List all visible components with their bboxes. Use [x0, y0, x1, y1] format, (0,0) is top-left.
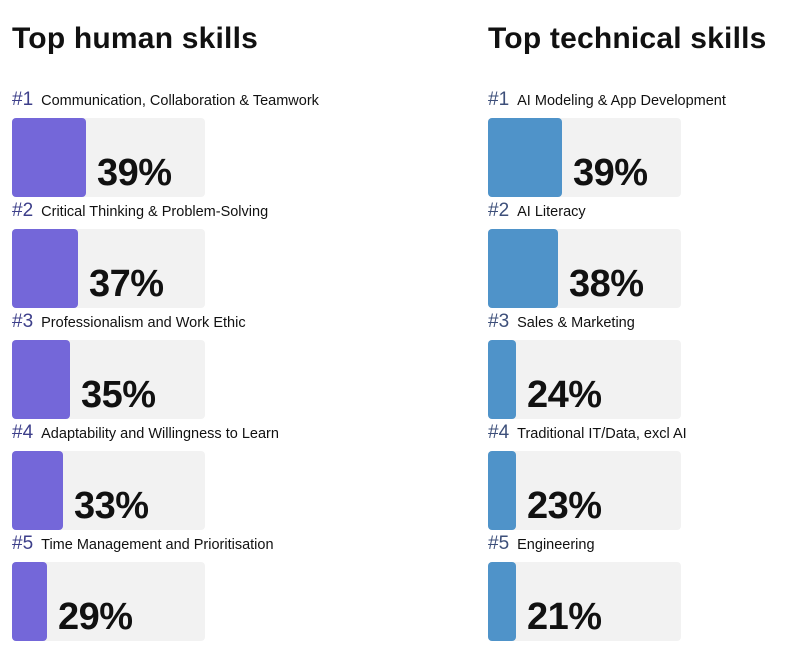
- bar-value-label: 39%: [97, 152, 172, 194]
- skill-label-line: #2 Critical Thinking & Problem-Solving: [12, 200, 268, 226]
- human-skill-row: #5 Time Management and Prioritisation 29%: [12, 533, 342, 643]
- bar-track: 38%: [488, 229, 681, 308]
- human-skills-panel: Top human skills #1 Communication, Collab…: [12, 0, 342, 660]
- skill-name: Traditional IT/Data, excl AI: [517, 426, 687, 442]
- bar-value-label: 35%: [81, 374, 156, 416]
- skill-name: Adaptability and Willingness to Learn: [41, 426, 279, 442]
- human-skill-row: #2 Critical Thinking & Problem-Solving 37%: [12, 200, 342, 310]
- skill-label-line: #4 Traditional IT/Data, excl AI: [488, 422, 687, 448]
- bar-fill: [12, 229, 78, 308]
- rank-label: #3: [12, 311, 34, 332]
- bar-fill: [488, 229, 558, 308]
- bar-fill: [488, 118, 562, 197]
- rank-label: #4: [12, 422, 34, 443]
- bar-fill: [488, 562, 516, 641]
- rank-label: #5: [488, 533, 510, 554]
- skill-label-line: #4 Adaptability and Willingness to Learn: [12, 422, 279, 448]
- bar-value-label: 23%: [527, 485, 602, 527]
- skill-label-line: #2 AI Literacy: [488, 200, 586, 226]
- skill-name: Critical Thinking & Problem-Solving: [41, 204, 269, 220]
- skill-label-line: #1 Communication, Collaboration & Teamwor…: [12, 89, 319, 115]
- bar-value-label: 39%: [573, 152, 648, 194]
- rank-label: #4: [488, 422, 510, 443]
- skill-name: Time Management and Prioritisation: [41, 537, 274, 553]
- skill-name: Professionalism and Work Ethic: [41, 315, 246, 331]
- bar-fill: [488, 340, 516, 419]
- bar-fill: [12, 118, 86, 197]
- technical-skill-row: #5 Engineering 21%: [488, 533, 794, 643]
- bar-value-label: 37%: [89, 263, 164, 305]
- bar-track: 35%: [12, 340, 205, 419]
- technical-skill-row: #3 Sales & Marketing 24%: [488, 311, 794, 421]
- bar-track: 39%: [12, 118, 205, 197]
- rank-label: #2: [488, 200, 510, 221]
- skill-name: AI Modeling & App Development: [517, 93, 726, 109]
- bar-value-label: 24%: [527, 374, 602, 416]
- bar-track: 33%: [12, 451, 205, 530]
- skill-label-line: #3 Sales & Marketing: [488, 311, 635, 337]
- bar-fill: [488, 451, 516, 530]
- skill-name: Engineering: [517, 537, 595, 553]
- skill-label-line: #5 Engineering: [488, 533, 595, 559]
- technical-skill-row: #2 AI Literacy 38%: [488, 200, 794, 310]
- bar-value-label: 29%: [58, 596, 133, 638]
- human-skill-row: #1 Communication, Collaboration & Teamwor…: [12, 89, 342, 199]
- human-skill-row: #3 Professionalism and Work Ethic 35%: [12, 311, 342, 421]
- bar-fill: [12, 451, 63, 530]
- bar-track: 24%: [488, 340, 681, 419]
- bar-track: 37%: [12, 229, 205, 308]
- bar-track: 39%: [488, 118, 681, 197]
- rank-label: #3: [488, 311, 510, 332]
- technical-skill-row: #4 Traditional IT/Data, excl AI 23%: [488, 422, 794, 532]
- rank-label: #2: [12, 200, 34, 221]
- bar-track: 29%: [12, 562, 205, 641]
- technical-skill-row: #1 AI Modeling & App Development 39%: [488, 89, 794, 199]
- bar-track: 21%: [488, 562, 681, 641]
- technical-skills-panel: Top technical skills #1 AI Modeling & App…: [488, 0, 794, 660]
- bar-value-label: 33%: [74, 485, 149, 527]
- skill-name: AI Literacy: [517, 204, 586, 220]
- rank-label: #1: [488, 89, 510, 110]
- skill-label-line: #1 AI Modeling & App Development: [488, 89, 726, 115]
- skill-label-line: #5 Time Management and Prioritisation: [12, 533, 274, 559]
- bar-fill: [12, 340, 70, 419]
- panel-title-technical-skills: Top technical skills: [488, 22, 767, 55]
- rank-label: #1: [12, 89, 34, 110]
- bar-track: 23%: [488, 451, 681, 530]
- skill-name: Sales & Marketing: [517, 315, 635, 331]
- bar-fill: [12, 562, 47, 641]
- skill-name: Communication, Collaboration & Teamwork: [41, 93, 319, 109]
- panel-title-human-skills: Top human skills: [12, 22, 259, 55]
- bar-value-label: 38%: [569, 263, 644, 305]
- human-skill-row: #4 Adaptability and Willingness to Learn 3…: [12, 422, 342, 532]
- skill-label-line: #3 Professionalism and Work Ethic: [12, 311, 246, 337]
- bar-value-label: 21%: [527, 596, 602, 638]
- rank-label: #5: [12, 533, 34, 554]
